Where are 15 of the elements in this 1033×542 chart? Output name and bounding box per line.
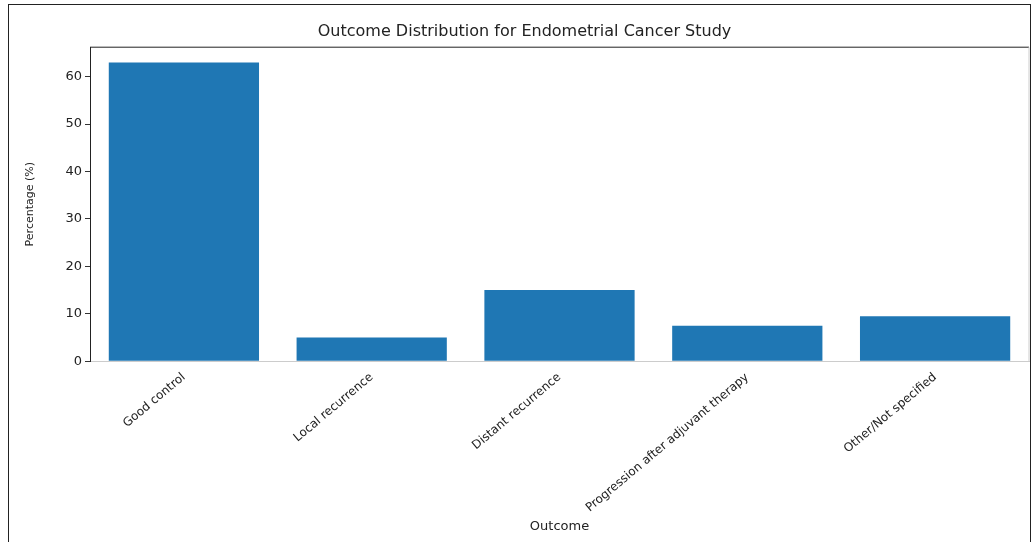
y-tick-label: 10	[65, 305, 82, 321]
y-tick-label: 50	[65, 115, 82, 131]
bar	[859, 316, 1011, 361]
y-tick-label: 60	[65, 67, 82, 83]
x-axis-title: Outcome	[529, 517, 590, 533]
bar	[484, 290, 635, 361]
y-axis-title: Percentage (%)	[23, 162, 37, 247]
y-tick-label: 20	[65, 257, 82, 273]
y-tick-label: 0	[73, 352, 82, 368]
bar	[296, 337, 447, 361]
bar	[108, 62, 260, 361]
y-tick-label: 30	[65, 210, 82, 226]
bar	[672, 325, 823, 361]
y-tick-label: 40	[65, 162, 82, 178]
chart-title: Outcome Distribution for Endometrial Cancer Study	[317, 20, 732, 40]
